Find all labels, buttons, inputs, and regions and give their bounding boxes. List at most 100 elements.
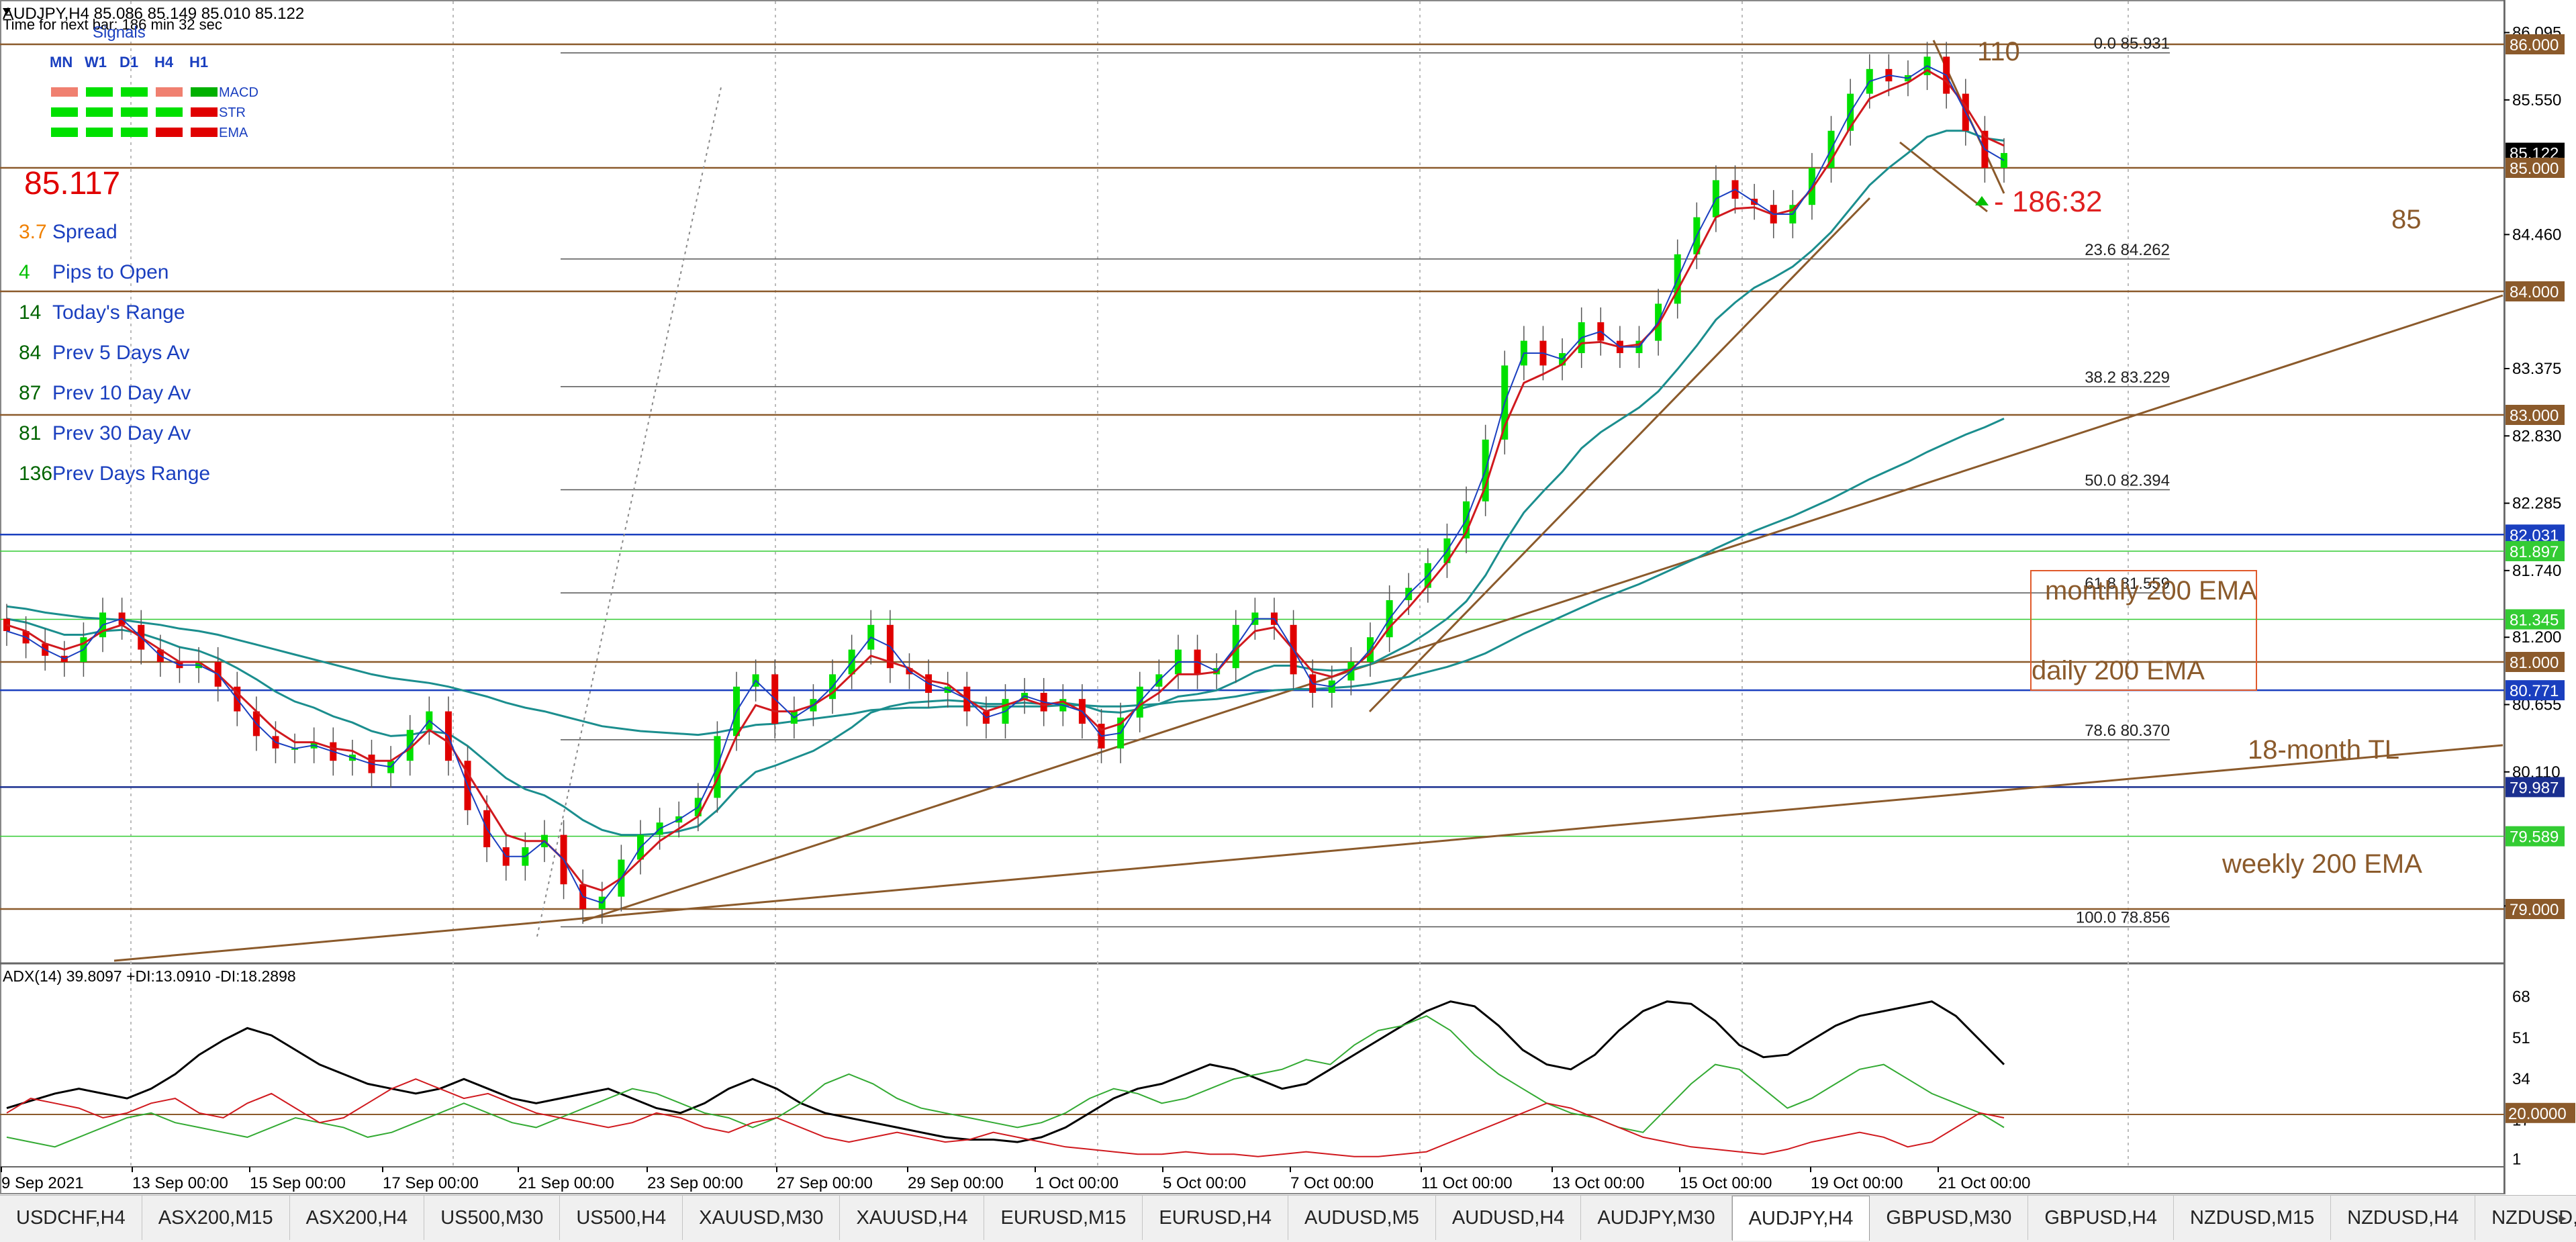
tab-asx200-h4[interactable]: ASX200,H4 [290, 1196, 425, 1240]
stat-label-1: Pips to Open [52, 261, 169, 283]
time-label-10: 7 Oct 00:00 [1290, 1174, 1374, 1192]
time-label-15: 21 Oct 00:00 [1938, 1174, 2030, 1192]
minus-di-line [6, 1078, 2005, 1157]
price-tick-82.285: 82.285 [2512, 495, 2561, 513]
stat-value-6: 136 [19, 463, 52, 485]
tab-us500-m30[interactable]: US500,M30 [424, 1196, 561, 1240]
signal-row-EMA: EMA [219, 126, 248, 140]
signals-panel: Signals MN W1 D1 H4 H1 MACD STR EMA [50, 23, 258, 140]
signal-cell-EMA-4 [191, 128, 218, 137]
signal-row-STR: STR [219, 105, 246, 120]
stat-label-0: Spread [52, 221, 117, 243]
fib-label-61.8: 61.8 81.559 [2085, 575, 2170, 593]
stat-value-0: 3.7 [19, 221, 47, 243]
signal-tf-MN: MN [50, 54, 73, 70]
tab-nzdusd-h4[interactable]: NZDUSD,H4 [2331, 1196, 2476, 1240]
trendline-short[interactable] [1368, 197, 1871, 713]
tab-usdchf-h4[interactable]: USDCHF,H4 [0, 1196, 142, 1240]
price-flag-84.000 [2506, 281, 2565, 301]
stat-label-2: Today's Range [52, 301, 185, 324]
price-tick-81.200: 81.200 [2512, 628, 2561, 647]
time-label-3: 17 Sep 00:00 [383, 1174, 479, 1192]
tab-us500-h4[interactable]: US500,H4 [560, 1196, 683, 1240]
signals-title: Signals [93, 23, 146, 42]
price-flag-text-80.771: 80.771 [2510, 682, 2559, 700]
tab-audusd-m5[interactable]: AUDUSD,M5 [1288, 1196, 1436, 1240]
fib-label-0.0: 0.0 85.931 [2094, 35, 2170, 53]
fib-label-100.0: 100.0 78.856 [2076, 908, 2170, 926]
tab-scroll-right-icon[interactable]: ▸ [2559, 1209, 2567, 1226]
price-flag-79.987 [2506, 777, 2565, 798]
stat-label-5: Prev 30 Day Av [52, 422, 191, 444]
time-label-5: 23 Sep 00:00 [647, 1174, 743, 1192]
price-tick-81.740: 81.740 [2512, 562, 2561, 580]
stat-label-3: Prev 5 Days Av [52, 342, 190, 364]
adx-level-flag [2506, 1102, 2575, 1123]
price-flag-81.000 [2506, 652, 2565, 672]
tab-eurusd-m15[interactable]: EURUSD,M15 [984, 1196, 1143, 1240]
time-label-6: 27 Sep 00:00 [777, 1174, 873, 1192]
trendline-18-month[interactable] [113, 744, 2503, 962]
tab-xauusd-m30[interactable]: XAUUSD,M30 [683, 1196, 841, 1240]
adx-tick-34: 34 [2512, 1070, 2530, 1088]
moving-averages-fast [6, 65, 2005, 904]
channel-line-lower[interactable] [1899, 141, 1988, 213]
time-label-7: 29 Sep 00:00 [908, 1174, 1004, 1192]
time-label-4: 21 Sep 00:00 [518, 1174, 614, 1192]
signal-cell-MACD-2 [121, 87, 148, 97]
trendline-rising[interactable] [582, 294, 2503, 922]
time-label-1: 13 Sep 00:00 [132, 1174, 228, 1192]
signal-cell-EMA-2 [121, 128, 148, 137]
price-flag-text-86.000: 86.000 [2510, 36, 2559, 54]
signal-cell-EMA-1 [86, 128, 113, 137]
signal-cell-STR-2 [121, 107, 148, 117]
tab-xauusd-h4[interactable]: XAUUSD,H4 [840, 1196, 985, 1240]
signal-tf-W1: W1 [85, 54, 107, 70]
price-flag-text-83.000: 83.000 [2510, 407, 2559, 425]
tab-audjpy-h4[interactable]: AUDJPY,H4 [1731, 1196, 1870, 1241]
price-flag-83.000 [2506, 405, 2565, 425]
tab-audjpy-m30[interactable]: AUDJPY,M30 [1581, 1196, 1732, 1240]
time-label-2: 15 Sep 00:00 [250, 1174, 346, 1192]
price-tick-82.830: 82.830 [2512, 427, 2561, 445]
tab-eurusd-h4[interactable]: EURUSD,H4 [1143, 1196, 1289, 1240]
annotation-bar-countdown: - 186:32 [1994, 185, 2102, 218]
stat-value-1: 4 [19, 261, 30, 283]
annotation-weekly-ema: weekly 200 EMA [2222, 849, 2422, 879]
signal-cell-STR-3 [156, 107, 183, 117]
signal-row-MACD: MACD [219, 85, 258, 100]
adx-tick-1: 1 [2512, 1150, 2521, 1168]
adx-axis: 68513417120.0000 [2506, 988, 2575, 1168]
tab-asx200-m15[interactable]: ASX200,M15 [142, 1196, 290, 1240]
tab-nzdusd-[interactable]: NZDUSD, [2475, 1196, 2576, 1240]
time-label-12: 13 Oct 00:00 [1552, 1174, 1644, 1192]
tab-gbpusd-m30[interactable]: GBPUSD,M30 [1870, 1196, 2029, 1240]
adx-indicator-pane: ADX(14) 39.8097 +DI:13.0910 -DI:18.2898 [0, 967, 2504, 1157]
very-fast-ema-line [6, 65, 2005, 904]
time-label-8: 1 Oct 00:00 [1035, 1174, 1118, 1192]
signal-cell-STR-4 [191, 107, 218, 117]
fibonacci-retracement[interactable]: 0.0 85.931 23.6 84.262 38.2 83.229 50.0 82.… [561, 35, 2170, 928]
time-label-11: 11 Oct 00:00 [1421, 1174, 1513, 1192]
price-flag-86.000 [2506, 34, 2565, 54]
price-flag-text-84.000: 84.000 [2510, 283, 2559, 301]
tab-audusd-h4[interactable]: AUDUSD,H4 [1436, 1196, 1582, 1240]
tab-gbpusd-h4[interactable]: GBPUSD,H4 [2028, 1196, 2174, 1240]
stats-panel: 3.7 Spread 4 Pips to Open 14 Today's Range 84 P… [19, 221, 210, 485]
annotation-85: 85 [2391, 205, 2422, 234]
time-label-14: 19 Oct 00:00 [1811, 1174, 1903, 1192]
adx-main-line [6, 1000, 2005, 1143]
price-flag-text-79.987: 79.987 [2510, 779, 2559, 797]
chart-menu-icon[interactable] [3, 8, 11, 15]
price-axis[interactable]: 86.09585.55084.46083.37582.83082.28581.7… [2504, 24, 2565, 919]
time-label-9: 5 Oct 00:00 [1163, 1174, 1246, 1192]
price-flag-80.771 [2506, 680, 2565, 701]
ema-annotation-box[interactable] [2030, 570, 2257, 691]
signal-tf-D1: D1 [120, 54, 138, 70]
signal-cell-EMA-3 [156, 128, 183, 137]
signal-tf-H1: H1 [189, 54, 208, 70]
signal-cell-EMA-0 [51, 128, 78, 137]
annotation-110: 110 [1977, 37, 2020, 66]
time-axis[interactable]: 9 Sep 2021 13 Sep 00:00 15 Sep 00:00 17 Sep… [1, 1167, 2030, 1192]
tab-nzdusd-m15[interactable]: NZDUSD,M15 [2174, 1196, 2332, 1240]
